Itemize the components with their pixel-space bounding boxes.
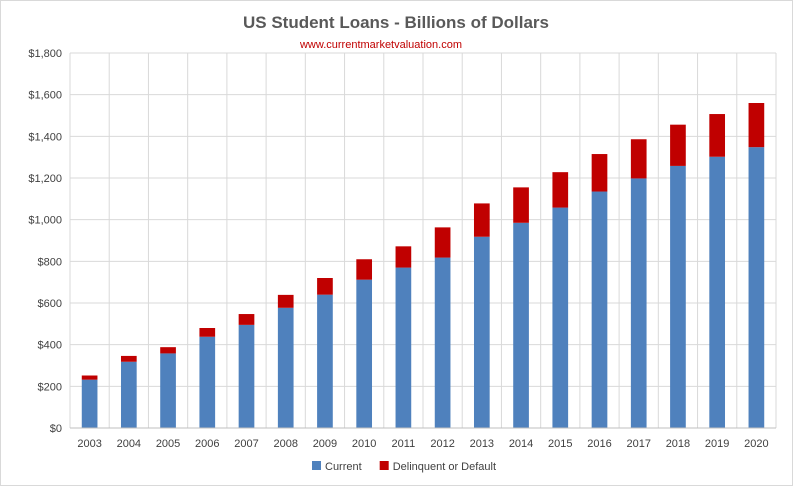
y-tick-label: $600 <box>38 298 62 310</box>
axes: $0 $200 $400 $600 $800 $1,000 $1,200 $1,400 $1,6… <box>28 48 776 450</box>
x-tick-label: 2010 <box>352 438 376 450</box>
x-tick-label: 2013 <box>470 438 494 450</box>
bar-current-2004 <box>120 361 137 428</box>
bar-current-2006 <box>199 336 216 428</box>
bar-current-2009 <box>317 294 333 428</box>
x-tick-label: 2020 <box>744 438 768 450</box>
bar-current-2007 <box>238 324 255 428</box>
y-tick-label: $400 <box>38 340 62 352</box>
bar-current-2014 <box>513 222 529 428</box>
x-tick-label: 2018 <box>666 438 690 450</box>
x-tick-label: 2015 <box>548 438 572 450</box>
legend-swatch-current <box>312 461 321 470</box>
y-tick-label: $800 <box>38 256 62 268</box>
bar-delinquent-2009 <box>317 278 333 295</box>
x-tick-label: 2004 <box>117 438 141 450</box>
bar-delinquent-2003 <box>81 375 98 380</box>
chart-title: US Student Loans - Billions of Dollars <box>243 13 549 32</box>
bar-current-2012 <box>434 257 451 428</box>
bar-current-2008 <box>277 307 294 428</box>
bar-current-2011 <box>395 267 412 428</box>
bar-current-2017 <box>630 178 647 428</box>
legend-label-delinquent: Delinquent or Default <box>393 461 496 473</box>
x-tick-label: 2014 <box>509 438 533 450</box>
y-tick-label: $200 <box>38 381 62 393</box>
bar-delinquent-2018 <box>670 124 686 166</box>
x-tick-label: 2007 <box>234 438 258 450</box>
bar-delinquent-2004 <box>120 355 137 362</box>
bars <box>81 103 765 428</box>
bar-delinquent-2016 <box>591 154 608 192</box>
y-tick-label: $1,800 <box>28 48 62 60</box>
bar-current-2015 <box>552 207 569 428</box>
bar-current-2003 <box>81 379 98 428</box>
bar-delinquent-2010 <box>356 259 373 280</box>
bar-delinquent-2012 <box>434 227 451 258</box>
bar-current-2016 <box>591 191 608 428</box>
y-tick-label: $1,000 <box>28 215 62 227</box>
y-tick-label: $1,400 <box>28 131 62 143</box>
x-tick-label: 2011 <box>392 438 416 450</box>
x-tick-label: 2005 <box>156 438 180 450</box>
bar-delinquent-2013 <box>473 203 490 237</box>
bar-delinquent-2015 <box>552 172 569 208</box>
bar-delinquent-2006 <box>199 328 216 337</box>
legend: Current Delinquent or Default <box>312 461 496 473</box>
bar-current-2010 <box>356 279 373 428</box>
legend-swatch-delinquent <box>379 461 389 470</box>
legend-label-current: Current <box>325 461 362 473</box>
bar-delinquent-2019 <box>709 114 726 157</box>
bar-delinquent-2011 <box>395 246 412 268</box>
y-tick-label: $1,600 <box>28 90 62 102</box>
bar-current-2019 <box>709 156 726 428</box>
x-tick-label: 2006 <box>195 438 219 450</box>
bar-delinquent-2017 <box>630 139 647 179</box>
bar-delinquent-2005 <box>160 347 176 354</box>
x-tick-label: 2019 <box>705 438 729 450</box>
bar-current-2013 <box>473 236 490 428</box>
bar-current-2020 <box>748 147 765 428</box>
x-tick-label: 2017 <box>626 438 650 450</box>
y-tick-label: $0 <box>50 423 62 435</box>
gridlines <box>69 52 777 428</box>
bar-current-2018 <box>670 165 686 428</box>
x-tick-label: 2009 <box>313 438 337 450</box>
x-tick-label: 2008 <box>273 438 297 450</box>
bar-delinquent-2020 <box>748 103 765 148</box>
x-tick-label: 2016 <box>587 438 611 450</box>
bar-current-2005 <box>160 353 176 428</box>
chart-subtitle: www.currentmarketvaluation.com <box>299 39 462 51</box>
x-tick-label: 2012 <box>430 438 454 450</box>
bar-delinquent-2007 <box>238 314 255 325</box>
bar-delinquent-2008 <box>277 294 294 308</box>
bar-delinquent-2014 <box>513 187 529 223</box>
x-tick-label: 2003 <box>77 438 101 450</box>
y-tick-label: $1,200 <box>28 173 62 185</box>
